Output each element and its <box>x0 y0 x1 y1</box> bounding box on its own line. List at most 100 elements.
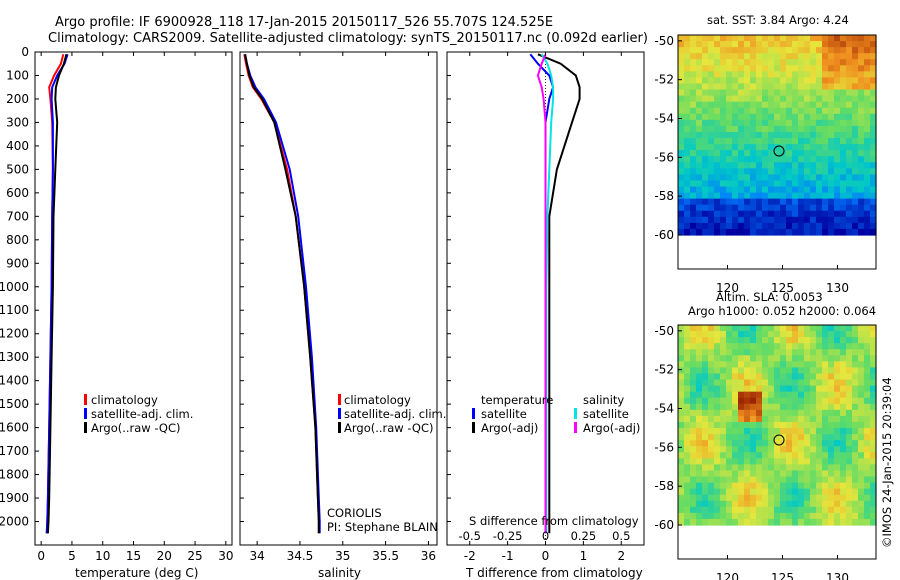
map-cell <box>708 488 715 496</box>
map-cell <box>816 101 823 109</box>
map-cell <box>780 458 787 465</box>
map-cell <box>792 35 799 42</box>
map-cell <box>852 53 859 60</box>
map-cell <box>690 83 697 91</box>
map-cell <box>816 65 823 72</box>
map-cell <box>852 150 859 157</box>
map-cell <box>804 343 811 350</box>
map-cell <box>714 113 721 121</box>
map-cell <box>858 180 865 188</box>
map-cell <box>696 379 703 387</box>
map-cell <box>732 470 739 478</box>
map-cell <box>864 83 871 91</box>
map-cell <box>726 494 733 502</box>
map-cell <box>732 385 739 393</box>
map-cell <box>726 138 733 145</box>
map-cell <box>738 156 745 163</box>
map-cell <box>702 35 709 42</box>
map-cell <box>780 168 787 175</box>
map-cell <box>690 95 697 103</box>
map-cell <box>834 464 841 472</box>
sst-map-title: sat. SST: 3.84 Argo: 4.24 <box>707 13 849 27</box>
legend-swatch-argo <box>338 422 341 433</box>
map-cell <box>750 355 757 362</box>
map-cell <box>786 343 793 350</box>
map-cell <box>798 397 805 405</box>
map-cell <box>708 71 715 79</box>
map-cell <box>762 65 769 72</box>
map-cell <box>846 138 853 145</box>
map-cell <box>864 428 871 435</box>
map-cell <box>780 47 787 54</box>
map-cell <box>774 131 781 139</box>
map-cell <box>840 470 847 478</box>
map-cell <box>678 379 685 387</box>
map-cell <box>762 89 769 97</box>
map-cell <box>756 180 763 188</box>
map-cell <box>816 488 823 496</box>
map-cell <box>864 476 871 484</box>
map-cell <box>780 35 787 42</box>
map-cell <box>870 186 877 194</box>
map-cell <box>678 168 685 175</box>
map-cell <box>762 186 769 194</box>
map-cell <box>702 186 709 194</box>
map-cell <box>750 131 757 139</box>
map-cell <box>828 434 835 441</box>
map-cell <box>774 83 781 91</box>
map-cell <box>822 415 829 423</box>
map-cell <box>774 349 781 356</box>
map-cell <box>768 476 775 484</box>
map-cell <box>852 35 859 42</box>
map-cell <box>738 506 745 514</box>
map-cell <box>840 349 847 356</box>
map-cell <box>780 156 787 163</box>
map-cell <box>702 488 709 496</box>
map-cell <box>750 494 757 502</box>
map-cell <box>870 113 877 121</box>
map-cell <box>744 125 751 133</box>
map-cell <box>762 518 769 526</box>
map-cell <box>804 367 811 375</box>
map-cell <box>792 113 799 121</box>
map-cell <box>810 428 817 435</box>
map-cell <box>732 107 739 115</box>
map-cell <box>756 458 763 465</box>
map-cell <box>690 464 697 472</box>
map-cell <box>702 41 709 48</box>
map-cell <box>810 131 817 139</box>
map-cell <box>756 361 763 369</box>
map-cell <box>852 482 859 490</box>
map-cell <box>822 150 829 157</box>
map-cell <box>792 391 799 399</box>
map-cell <box>732 428 739 435</box>
map-cell <box>834 222 841 230</box>
map-cell <box>804 198 811 206</box>
map-cell <box>804 119 811 127</box>
map-cell <box>810 113 817 121</box>
map-cell <box>750 379 757 387</box>
map-cell <box>762 83 769 91</box>
map-cell <box>774 119 781 127</box>
map-cell <box>864 512 871 520</box>
map-cell <box>816 434 823 441</box>
map-cell <box>870 488 877 496</box>
map-cell <box>774 452 781 459</box>
map-cell <box>768 415 775 423</box>
map-cell <box>870 204 877 212</box>
map-cell <box>828 216 835 224</box>
map-cell <box>852 89 859 97</box>
map-cell <box>720 403 727 411</box>
map-cell <box>690 373 697 381</box>
map-cell <box>714 107 721 115</box>
map-cell <box>780 174 787 182</box>
map-cell <box>690 452 697 459</box>
map-cell <box>738 337 745 344</box>
map-cell <box>726 101 733 109</box>
map-cell <box>786 458 793 465</box>
map-cell <box>750 71 757 79</box>
map-cell <box>756 428 763 435</box>
map-cell <box>702 53 709 60</box>
map-cell <box>858 150 865 157</box>
map-cell <box>792 440 799 447</box>
